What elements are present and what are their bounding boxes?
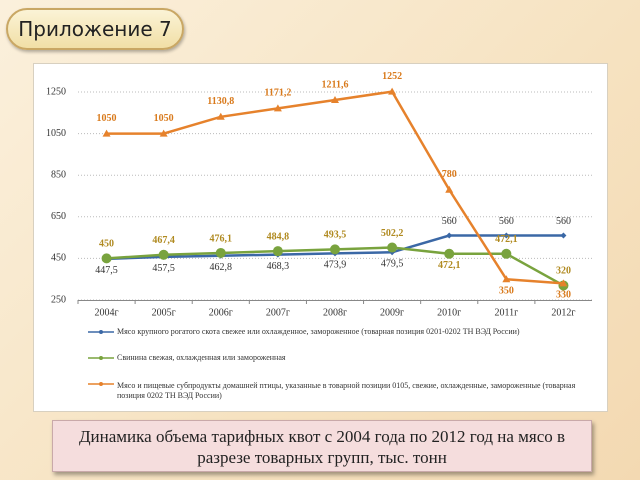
x-tick-label: 2010г	[437, 307, 461, 318]
data-label: 476,1	[210, 233, 233, 244]
y-tick-label: 1050	[46, 128, 66, 139]
data-label: 472,1	[438, 260, 461, 271]
data-label: 1211,6	[322, 79, 349, 90]
marker	[272, 246, 283, 257]
data-label: 1050	[97, 113, 117, 124]
x-tick-label: 2005г	[152, 307, 176, 318]
data-label: 462,8	[210, 262, 233, 273]
legend-marker	[99, 356, 103, 360]
data-label: 473,9	[324, 260, 347, 271]
data-label: 560	[442, 216, 457, 227]
legend-marker	[99, 330, 103, 334]
marker	[446, 232, 453, 239]
data-label: 350	[499, 285, 514, 296]
marker	[559, 279, 568, 287]
data-label: 502,2	[381, 228, 404, 239]
marker	[273, 104, 282, 112]
legend-label: Мясо крупного рогатого скота свежее или …	[117, 327, 520, 336]
data-label: 780	[442, 169, 457, 180]
marker	[387, 242, 398, 253]
data-label: 1050	[154, 113, 174, 124]
data-label: 1252	[382, 71, 402, 82]
marker	[101, 253, 112, 264]
marker	[158, 249, 169, 260]
slide-title: Приложение 7	[6, 8, 184, 50]
data-label: 330	[556, 290, 571, 301]
legend-label: Свинина свежая, охлажденная или замороже…	[117, 353, 286, 362]
data-label: 493,5	[324, 230, 347, 241]
data-label: 468,3	[267, 261, 290, 272]
x-tick-label: 2008г	[323, 307, 347, 318]
data-label: 1171,2	[264, 88, 291, 99]
x-tick-label: 2007г	[266, 307, 290, 318]
data-label: 484,8	[267, 231, 290, 242]
marker	[444, 248, 455, 259]
x-tick-label: 2009г	[380, 307, 404, 318]
marker	[330, 244, 340, 255]
marker	[215, 247, 226, 258]
y-tick-label: 250	[51, 294, 66, 305]
marker	[501, 248, 512, 259]
marker	[102, 129, 111, 137]
marker	[159, 129, 168, 137]
marker	[331, 95, 339, 103]
y-tick-label: 450	[51, 253, 66, 264]
data-label: 447,5	[95, 265, 118, 276]
data-label: 320	[556, 266, 571, 277]
y-tick-label: 650	[51, 211, 66, 222]
data-label: 560	[499, 216, 514, 227]
marker	[503, 232, 510, 239]
data-label: 560	[556, 216, 571, 227]
marker	[216, 112, 225, 120]
data-label: 467,4	[152, 235, 175, 246]
marker	[445, 185, 454, 193]
caption: Динамика объема тарифных квот с 2004 год…	[52, 420, 592, 472]
marker	[502, 275, 511, 283]
legend-marker	[99, 382, 103, 386]
y-tick-label: 1250	[46, 86, 66, 97]
y-tick-label: 850	[51, 169, 66, 180]
x-tick-label: 2011г	[494, 307, 518, 318]
data-label: 472,1	[495, 234, 518, 245]
chart-panel	[33, 63, 608, 412]
data-label: 1130,8	[207, 96, 234, 107]
data-label: 479,5	[381, 259, 404, 270]
legend-label: Мясо и пищевые субпродукты домашней птиц…	[117, 381, 576, 400]
data-label: 457,5	[152, 263, 175, 274]
marker	[388, 87, 397, 95]
x-tick-label: 2012г	[551, 307, 575, 318]
data-label: 450	[99, 239, 114, 250]
x-tick-label: 2004г	[95, 307, 119, 318]
marker	[560, 232, 567, 239]
x-tick-label: 2006г	[209, 307, 233, 318]
